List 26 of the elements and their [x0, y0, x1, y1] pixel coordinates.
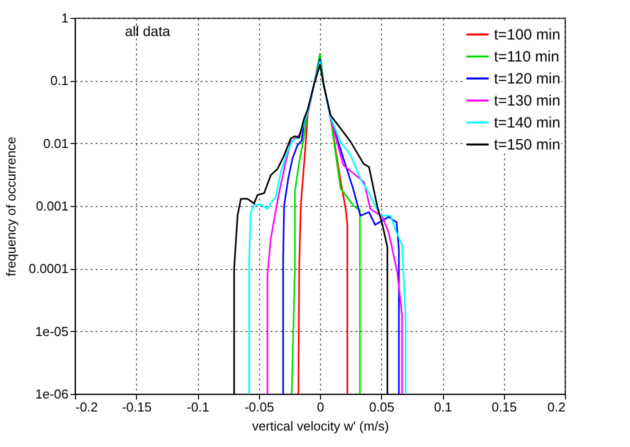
y-tick-label: 1e-05: [35, 324, 68, 339]
x-tick-label: -0.05: [244, 400, 274, 414]
y-tick-label: 0.01: [43, 136, 68, 151]
x-tick-label: -0.2: [76, 400, 98, 414]
y-tick-label: 1e-06: [35, 386, 68, 402]
legend-label: t=150 min: [494, 136, 560, 154]
x-tick-label: 0.15: [492, 400, 517, 414]
y-tick-label: 0.001: [36, 198, 68, 214]
x-tick-label: -0.15: [122, 400, 152, 414]
annotation: all data: [125, 23, 170, 39]
legend-label: t=140 min: [494, 114, 560, 132]
x-axis-title: vertical velocity w' (m/s): [252, 418, 389, 434]
x-tick-label: 0: [316, 400, 324, 414]
y-axis-title: frequency of occurrence: [4, 136, 19, 276]
legend-label: t=120 min: [494, 70, 560, 88]
x-tick-label: 0.1: [434, 400, 452, 414]
x-tick-label: -0.1: [186, 400, 210, 414]
legend-label: t=130 min: [494, 92, 560, 110]
x-tick-label: 0.05: [369, 400, 394, 414]
legend-label: t=110 min: [494, 48, 560, 66]
x-tick-label: 0.2: [547, 400, 566, 414]
line-series: [290, 52, 361, 394]
y-tick-label: 0.0001: [28, 261, 68, 276]
legend-label: t=100 min: [494, 26, 560, 44]
y-tick-label: 1: [61, 10, 68, 26]
y-tick-label: 0.1: [50, 73, 68, 88]
